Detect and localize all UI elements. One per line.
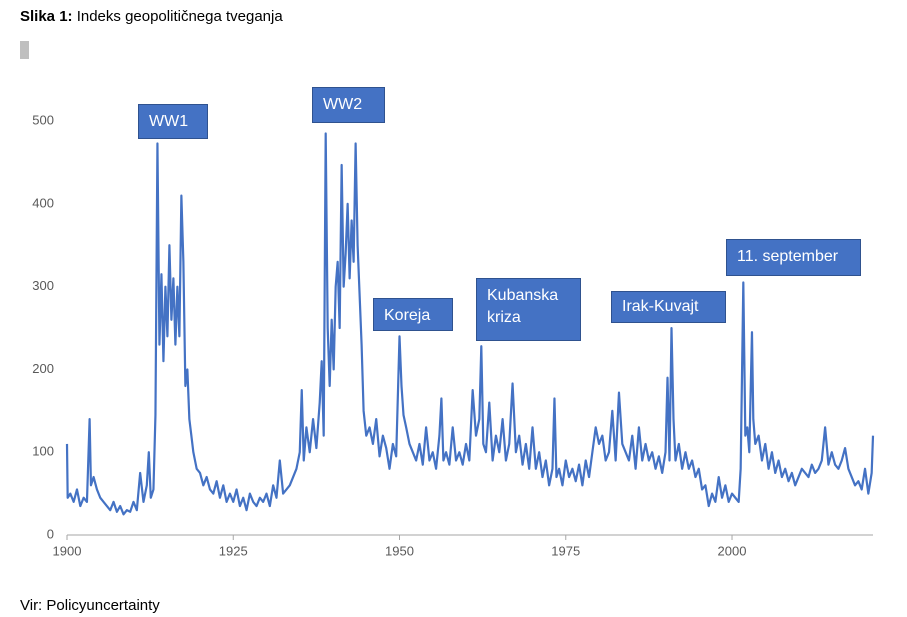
- y-tick-label: 0: [47, 526, 54, 541]
- annotation: WW2: [312, 87, 385, 123]
- annotation: WW1: [138, 104, 208, 139]
- annotation: Irak-Kuvajt: [611, 291, 726, 323]
- marker: [20, 41, 29, 59]
- y-tick-label: 500: [32, 113, 54, 128]
- caption-label: Slika 1:: [20, 8, 73, 25]
- caption: Slika 1: Indeks geopolitičnega tveganja: [20, 8, 283, 25]
- annotation: 11. september: [726, 239, 861, 276]
- y-tick-label: 200: [32, 361, 54, 376]
- y-tick-label: 100: [32, 444, 54, 459]
- annotation: Koreja: [373, 298, 453, 331]
- y-tick-label: 300: [32, 278, 54, 293]
- x-tick-label: 1975: [551, 543, 580, 558]
- x-tick-label: 1950: [385, 543, 414, 558]
- x-tick-label: 2000: [718, 543, 747, 558]
- x-tick-label: 1900: [53, 543, 82, 558]
- chart-title: Indeks geopolitičnega tveganja: [76, 8, 283, 25]
- y-tick-label: 400: [32, 195, 54, 210]
- annotation: Kubanska kriza: [476, 278, 581, 341]
- x-tick-label: 1925: [219, 543, 248, 558]
- line-series: [65, 132, 875, 516]
- source: Vir: Policyuncertainty: [20, 597, 160, 614]
